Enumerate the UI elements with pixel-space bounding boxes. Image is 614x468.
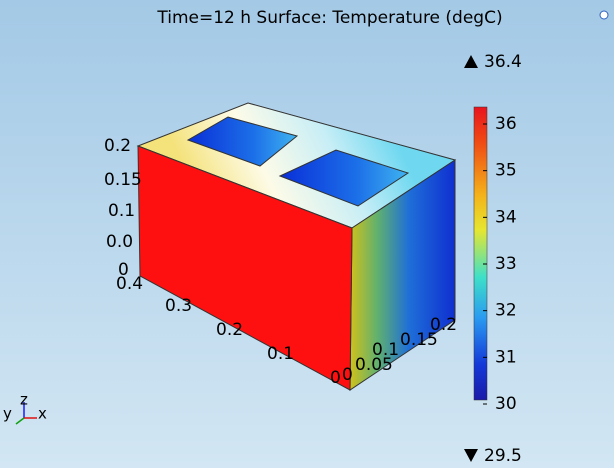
colorbar <box>474 107 487 400</box>
plot-title: Time=12 h Surface: Temperature (degC) <box>156 8 502 28</box>
triad-label: z <box>20 391 28 409</box>
colorbar-tick-label: 30 <box>495 394 517 414</box>
x-tick-label: 0.4 <box>116 274 143 294</box>
plot-window: Time=12 h Surface: Temperature (degC) 0.… <box>0 0 614 468</box>
colorbar-tick-label: 33 <box>495 254 517 274</box>
z-tick-label: 0.1 <box>108 201 135 221</box>
y-tick-label: 0 <box>342 365 353 385</box>
x-tick-label: 0.1 <box>267 344 294 364</box>
colorbar-tick-label: 34 <box>495 207 517 227</box>
colorbar-tick-label: 36 <box>495 114 517 134</box>
z-tick-label: 0.0 <box>106 232 133 252</box>
x-tick-label: 0 <box>330 368 341 388</box>
min-label: 29.5 <box>484 446 522 466</box>
colorbar-tick-label: 35 <box>495 161 517 181</box>
y-tick-label: 0.1 <box>372 340 399 360</box>
triad-label: y <box>3 405 12 423</box>
window-icon[interactable] <box>600 11 608 19</box>
triad-label: x <box>38 405 47 423</box>
z-tick-label: 0.2 <box>104 136 131 156</box>
max-label: 36.4 <box>484 52 522 72</box>
x-tick-label: 0.2 <box>216 320 243 340</box>
colorbar-tick-label: 32 <box>495 301 517 321</box>
z-tick-label: 0.15 <box>104 170 142 190</box>
x-tick-label: 0.3 <box>165 296 192 316</box>
colorbar-tick-label: 31 <box>495 347 517 367</box>
y-tick-label: 0.2 <box>430 315 457 335</box>
